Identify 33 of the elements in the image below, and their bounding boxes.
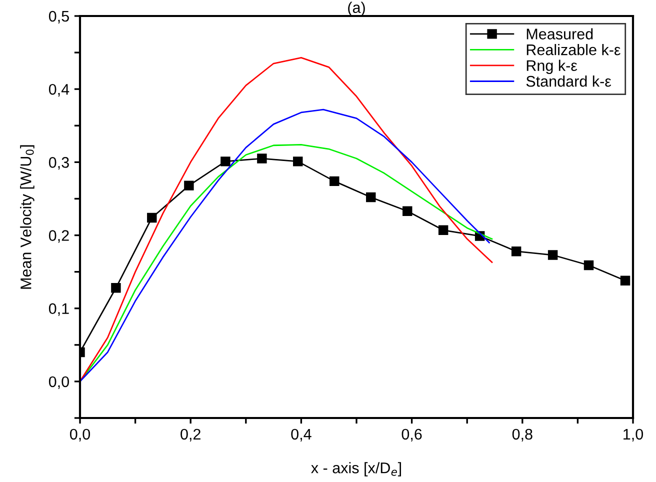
y-tick-label: 0,4: [48, 84, 70, 97]
point: [330, 176, 340, 186]
x-tick-label: 1,0: [624, 428, 644, 442]
point: [184, 180, 194, 190]
y-tick-label: 0,1: [48, 303, 69, 316]
point: [584, 260, 594, 270]
x-axis-title: x - axis [x/D$_{e}$]: [311, 462, 401, 476]
y-tick-label: 0,5: [48, 10, 69, 24]
point: [293, 156, 303, 166]
legend-label: Standard k-ε: [526, 76, 612, 87]
y-tick-label: 0,3: [48, 157, 69, 170]
x-tick-label: 0,8: [512, 428, 532, 442]
legend-label: Rng k-ε: [526, 60, 578, 74]
point: [147, 212, 157, 223]
legend-label: Realizable k-ε: [526, 44, 620, 56]
point: [438, 225, 448, 236]
point: [548, 250, 558, 260]
point: [220, 156, 230, 166]
point: [366, 192, 376, 202]
x-tick-label: 0,0: [70, 428, 90, 442]
x-tick-label: 0,4: [291, 428, 312, 442]
y-tick-label: 0,2: [48, 230, 69, 243]
point: [402, 206, 412, 216]
point: [511, 246, 522, 256]
point: [257, 154, 267, 164]
x-tick-label: 0,6: [402, 428, 422, 442]
point: [111, 283, 121, 293]
point: [620, 276, 630, 286]
y-tick-label: 0,0: [48, 376, 69, 389]
legend-label: Measured: [526, 28, 593, 40]
y-axis-title: Mean Velocity [W/U$_{0}$]: [20, 145, 34, 289]
chart-title: (a): [348, 2, 365, 16]
x-tick-label: 0,2: [180, 428, 200, 442]
